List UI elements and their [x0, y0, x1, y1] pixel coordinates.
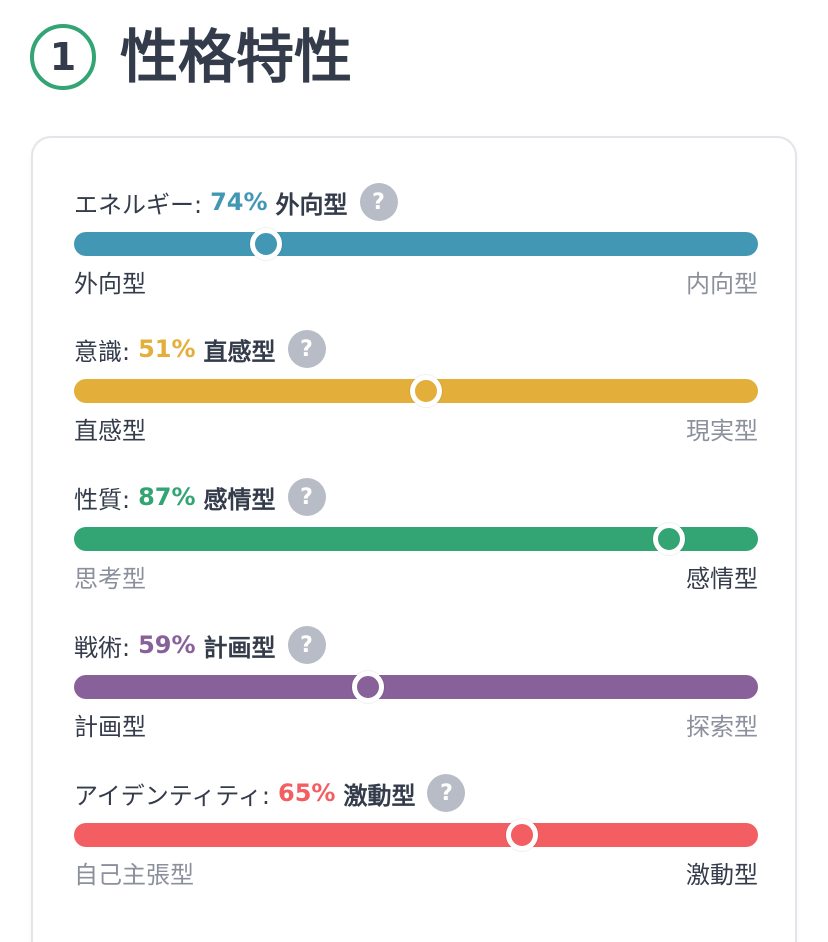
trait-left-pole: 計画型	[74, 713, 146, 741]
section-title: 性格特性	[120, 23, 353, 91]
trait-slider-knob	[410, 375, 443, 407]
trait-label: 性質:	[74, 485, 131, 514]
trait-label: アイデンティティ:	[74, 781, 271, 810]
trait-mind: 意識: 51% 直感型 ? 直感型 現実型	[74, 329, 758, 447]
trait-left-pole: 直感型	[74, 417, 146, 445]
trait-type: 感情型	[203, 485, 276, 514]
trait-type: 直感型	[203, 337, 276, 366]
trait-percent: 87%	[138, 483, 196, 511]
trait-label: 戦術:	[74, 633, 131, 662]
trait-type: 計画型	[203, 633, 276, 662]
trait-ends: 思考型 感情型	[74, 563, 758, 595]
trait-nature: 性質: 87% 感情型 ? 思考型 感情型	[74, 477, 758, 595]
trait-percent: 74%	[210, 188, 268, 216]
section-number-badge: 1	[30, 24, 96, 90]
trait-ends: 自己主張型 激動型	[74, 859, 758, 891]
trait-slider-knob	[352, 671, 385, 703]
trait-label-row: アイデンティティ: 65% 激動型 ?	[74, 773, 758, 813]
trait-slider-knob	[653, 523, 686, 555]
trait-ends: 外向型 内向型	[74, 268, 758, 300]
trait-percent: 59%	[138, 631, 196, 659]
trait-label-row: 性質: 87% 感情型 ?	[74, 477, 758, 517]
trait-label-row: エネルギー: 74% 外向型 ?	[74, 182, 758, 222]
trait-slider-knob	[506, 819, 539, 851]
question-icon[interactable]: ?	[287, 626, 326, 664]
trait-label: エネルギー:	[74, 190, 203, 219]
trait-bar	[74, 671, 758, 703]
trait-label-row: 意識: 51% 直感型 ?	[74, 329, 758, 369]
question-icon[interactable]: ?	[287, 478, 326, 516]
trait-left-pole: 思考型	[74, 565, 146, 593]
trait-tactics: 戦術: 59% 計画型 ? 計画型 探索型	[74, 625, 758, 743]
trait-type: 外向型	[275, 190, 348, 219]
trait-bar	[74, 228, 758, 260]
trait-ends: 計画型 探索型	[74, 711, 758, 743]
trait-right-pole: 内向型	[686, 270, 758, 298]
trait-energy: エネルギー: 74% 外向型 ? 外向型 内向型	[74, 182, 758, 300]
trait-left-pole: 外向型	[74, 270, 146, 298]
trait-left-pole: 自己主張型	[74, 861, 194, 889]
trait-right-pole: 探索型	[686, 713, 758, 741]
trait-label-row: 戦術: 59% 計画型 ?	[74, 625, 758, 665]
question-icon[interactable]: ?	[427, 774, 466, 812]
trait-right-pole: 激動型	[686, 861, 758, 889]
trait-percent: 51%	[138, 335, 196, 363]
question-icon[interactable]: ?	[287, 330, 326, 368]
trait-type: 激動型	[343, 781, 416, 810]
trait-slider-knob	[249, 228, 282, 260]
question-icon[interactable]: ?	[359, 183, 398, 221]
trait-ends: 直感型 現実型	[74, 415, 758, 447]
section-header: 1 性格特性	[30, 24, 352, 90]
trait-right-pole: 現実型	[686, 417, 758, 445]
trait-bar	[74, 819, 758, 851]
trait-bar	[74, 523, 758, 555]
trait-right-pole: 感情型	[686, 565, 758, 593]
trait-bar	[74, 375, 758, 407]
trait-percent: 65%	[278, 779, 336, 807]
trait-label: 意識:	[74, 337, 131, 366]
trait-identity: アイデンティティ: 65% 激動型 ? 自己主張型 激動型	[74, 773, 758, 891]
traits-card: エネルギー: 74% 外向型 ? 外向型 内向型 意識: 51% 直感型 ?	[31, 136, 797, 942]
